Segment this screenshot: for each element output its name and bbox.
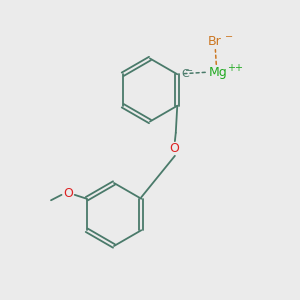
Text: C: C [181,69,189,79]
Text: ++: ++ [227,63,243,73]
Text: −: − [224,32,232,42]
Text: O: O [169,142,179,155]
Text: O: O [63,187,73,200]
Text: Br: Br [208,35,222,48]
Text: Mg: Mg [208,66,227,79]
Text: −: − [184,66,193,76]
